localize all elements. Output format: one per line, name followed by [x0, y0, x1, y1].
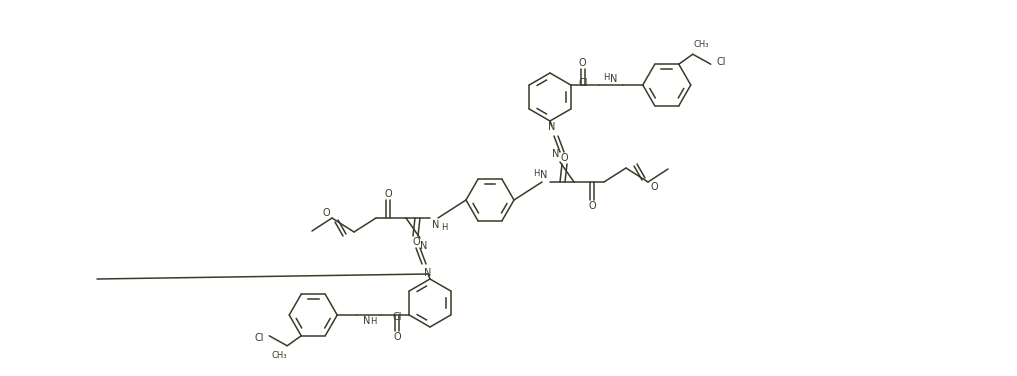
Text: O: O	[650, 182, 658, 192]
Text: H: H	[370, 317, 376, 326]
Text: O: O	[579, 58, 587, 68]
Text: N: N	[610, 74, 617, 84]
Text: O: O	[588, 201, 596, 211]
Text: CH₃: CH₃	[693, 40, 709, 49]
Text: N: N	[540, 170, 548, 180]
Text: CH₃: CH₃	[272, 351, 287, 360]
Text: N: N	[432, 220, 439, 230]
Text: O: O	[322, 208, 330, 218]
Text: H: H	[533, 168, 539, 177]
Text: N: N	[420, 241, 428, 251]
Text: O: O	[412, 237, 420, 247]
Text: Cl: Cl	[393, 312, 402, 322]
Text: H: H	[604, 73, 610, 82]
Text: O: O	[560, 153, 567, 163]
Text: O: O	[394, 332, 401, 342]
Text: N: N	[362, 316, 370, 326]
Text: O: O	[384, 189, 392, 199]
Text: N: N	[548, 122, 555, 132]
Text: Cl: Cl	[716, 57, 725, 67]
Text: Cl: Cl	[578, 78, 588, 88]
Text: H: H	[440, 223, 447, 232]
Text: N: N	[552, 149, 559, 159]
Text: Cl: Cl	[254, 333, 264, 343]
Text: N: N	[424, 268, 431, 278]
